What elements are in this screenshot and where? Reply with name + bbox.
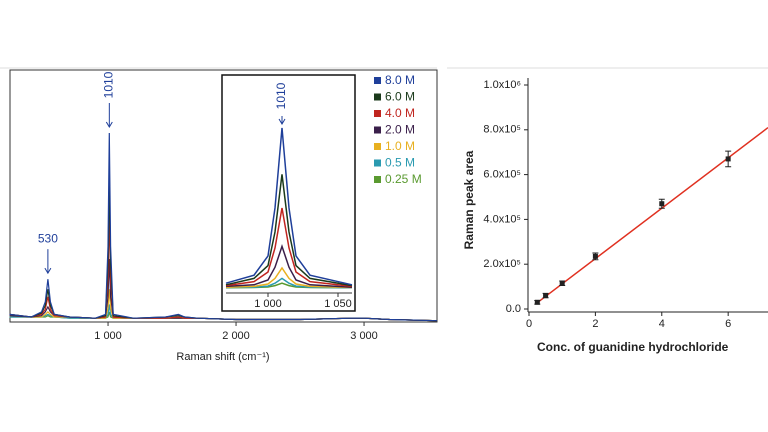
x-tick-label: 2 000 — [222, 330, 250, 342]
y-tick-label: 2.0x10⁵ — [483, 258, 521, 270]
x-tick-label: 0 — [526, 318, 532, 330]
x-axis-label: Raman shift (cm⁻¹) — [176, 351, 269, 363]
arrow-head — [278, 118, 286, 125]
legend-swatch — [374, 176, 381, 183]
legend-swatch — [374, 93, 381, 101]
point — [592, 253, 598, 259]
legend-label: 0.5 M — [385, 156, 415, 170]
legend-label: 0.25 M — [385, 172, 422, 186]
point — [725, 156, 731, 162]
point — [534, 299, 540, 305]
x-tick-label: 6 — [725, 318, 731, 330]
legend-swatch — [374, 110, 381, 117]
legend-swatch — [374, 77, 381, 84]
legend-swatch — [374, 143, 381, 150]
y-axis-label: Raman peak area — [462, 150, 476, 249]
x-tick-label: 1 000 — [254, 298, 282, 310]
x-tick-label: 3 000 — [350, 330, 378, 342]
y-tick-label: 4.0x10⁵ — [483, 213, 521, 225]
legend-label: 4.0 M — [385, 106, 415, 120]
plot-frame — [9, 69, 438, 323]
point — [559, 280, 565, 286]
inset-spectrum — [225, 266, 353, 289]
legend-swatch — [374, 159, 381, 167]
point — [659, 201, 665, 207]
annotation: 530 — [38, 231, 58, 245]
legend-label: 8.0 M — [385, 73, 415, 87]
legend-label: 6.0 M — [385, 90, 415, 104]
annotation: 1010 — [274, 82, 288, 109]
inset-spectrum — [225, 207, 353, 288]
legend-swatch — [374, 126, 381, 134]
x-axis-label: Conc. of guanidine hydrochloride — [537, 340, 729, 354]
fit-line — [536, 127, 768, 304]
x-tick-label: 1 000 — [94, 330, 122, 342]
inset-spectrum — [225, 174, 353, 287]
arrow-head — [105, 121, 113, 128]
inset-spectrum — [225, 244, 353, 288]
arrow-head — [44, 267, 52, 275]
y-tick-label: 1.0x10⁶ — [483, 79, 521, 91]
point — [543, 293, 549, 299]
spectrum — [9, 132, 438, 322]
inset-spectrum — [225, 127, 353, 286]
legend-label: 2.0 M — [385, 123, 415, 137]
inset-spectrum — [225, 277, 353, 289]
y-tick-label: 0.0 — [506, 303, 521, 315]
annotation: 1010 — [101, 71, 115, 98]
legend-label: 1.0 M — [385, 139, 415, 153]
y-tick-label: 6.0x10⁵ — [483, 169, 521, 181]
y-tick-label: 8.0x10⁵ — [483, 124, 521, 136]
x-tick-label: 1 050 — [324, 298, 352, 310]
x-tick-label: 4 — [659, 318, 665, 330]
inset-frame — [221, 74, 356, 312]
x-tick-label: 2 — [592, 318, 598, 330]
